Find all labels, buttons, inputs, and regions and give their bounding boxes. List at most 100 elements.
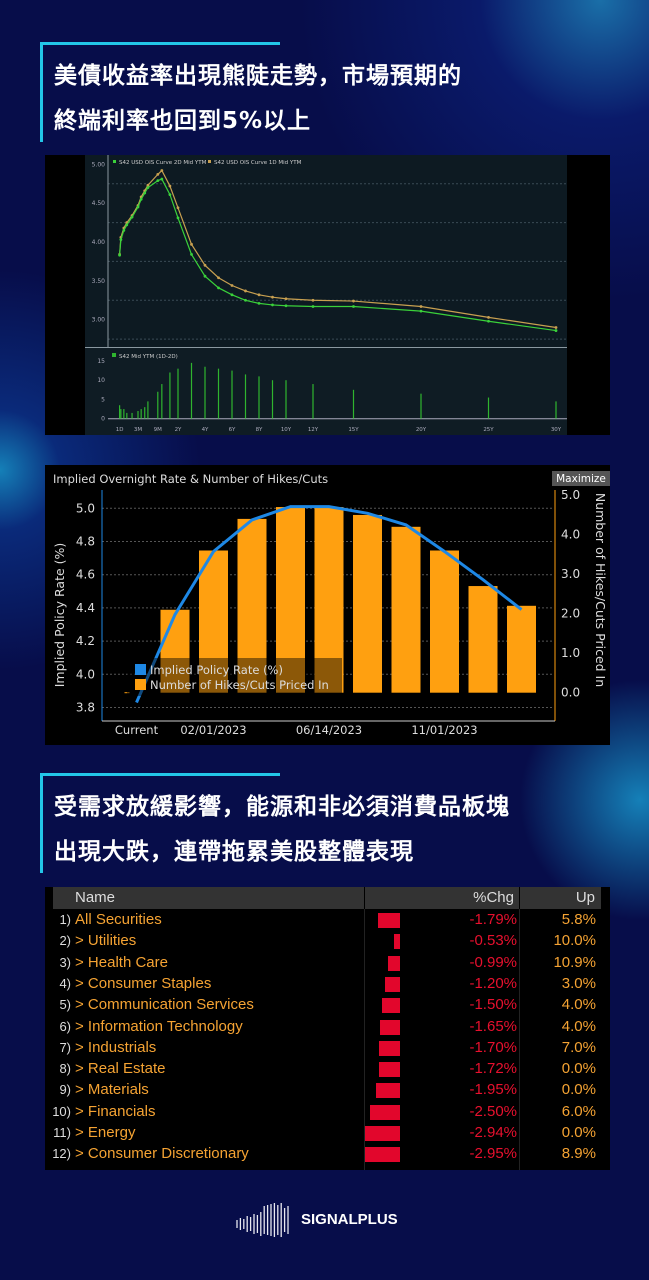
data-point (284, 297, 288, 301)
rate-line (135, 505, 523, 704)
accent-bar (40, 42, 43, 142)
data-point (257, 293, 261, 297)
pct-change: -1.50% (469, 996, 517, 1014)
column-header-name[interactable]: Name (75, 889, 116, 906)
change-bar (379, 1019, 400, 1035)
pct-up: 7.0% (561, 1038, 596, 1056)
data-point (156, 179, 160, 183)
maximize-button[interactable] (552, 471, 610, 486)
x-tick-label: 06/14/2023 (296, 723, 362, 737)
sector-name[interactable]: > Financials (75, 1102, 156, 1120)
y-tick-label: 4.00 (92, 239, 106, 246)
sector-name[interactable]: > Health Care (75, 953, 168, 971)
pct-change: -2.94% (469, 1124, 517, 1141)
subplot-background (85, 348, 567, 435)
sector-name[interactable]: > Information Technology (75, 1017, 243, 1035)
legend-box (127, 658, 342, 696)
sector-name[interactable]: > Energy (75, 1124, 136, 1141)
table-row[interactable]: 7) > Industrials -1.70% 7.0% (45, 1038, 610, 1059)
maximize-button-label: Maximize (556, 473, 606, 485)
table-row[interactable]: 5) > Communication Services -1.50% 4.0% (45, 995, 610, 1016)
pct-change: -1.72% (469, 1060, 517, 1078)
data-point (118, 253, 121, 257)
row-number: 2) (59, 933, 71, 949)
pct-up: 4.0% (561, 996, 596, 1014)
column-header-up[interactable]: Up (575, 889, 595, 906)
data-point (146, 183, 150, 187)
x-tick-label: 8Y (256, 427, 263, 433)
sector-performance-table: Name %Chg Up 1) All Securities -1.79% 5.… (45, 887, 610, 1170)
pct-change: -2.95% (469, 1145, 517, 1163)
table-row[interactable]: 2) > Utilities -0.53% 10.0% (45, 931, 610, 952)
x-tick-label: 4Y (202, 427, 209, 433)
pct-change: -1.79% (469, 911, 517, 928)
change-bar (393, 934, 400, 950)
sector-name[interactable]: > Communication Services (75, 996, 254, 1014)
y-tick-label: 5.0 (76, 501, 95, 515)
legend-swatch (208, 160, 211, 163)
legend-swatch (135, 664, 146, 675)
row-number: 9) (59, 1082, 71, 1098)
x-tick-label: 11/01/2023 (411, 723, 477, 737)
x-tick-label: 2Y (175, 427, 182, 433)
headline-text: 受需求放緩影響，能源和非必須消費品板塊 (54, 794, 510, 820)
legend-label: S42 USD OIS Curve 1D Mid YTM (214, 160, 302, 166)
data-point (143, 191, 147, 195)
y2-axis-label: Number of Hikes/Cuts Priced In (593, 493, 608, 687)
table-row[interactable]: 1) All Securities -1.79% 5.8% (45, 910, 610, 931)
data-point (311, 305, 315, 308)
data-point (125, 223, 129, 227)
data-point (203, 274, 207, 278)
data-point (284, 304, 288, 308)
x-tick-label: 02/01/2023 (180, 723, 246, 737)
data-point (487, 315, 490, 319)
y-tick-label: 4.4 (76, 601, 95, 615)
table-header: Name %Chg Up (53, 887, 601, 909)
accent-bar (40, 42, 280, 45)
x-tick-label: 15Y (348, 427, 359, 433)
row-number: 7) (59, 1039, 71, 1055)
change-bar (378, 913, 400, 928)
sector-name[interactable]: > Real Estate (75, 1060, 166, 1078)
series-line (119, 169, 557, 329)
sector-name[interactable]: > Consumer Discretionary (75, 1145, 249, 1163)
y-tick-label: 5.00 (92, 161, 106, 168)
data-point (130, 215, 134, 219)
table-row[interactable]: 8) > Real Estate -1.72% 0.0% (45, 1059, 610, 1080)
soundwave-logo-icon (236, 1203, 289, 1237)
bar (314, 507, 344, 693)
table-row[interactable]: 11) > Energy -2.94% 0.0% (45, 1123, 610, 1144)
sector-name[interactable]: > Utilities (75, 932, 137, 950)
table-row[interactable]: 9) > Materials -1.95% 0.0% (45, 1080, 610, 1101)
table-row[interactable]: 12) > Consumer Discretionary -2.95% 8.9% (45, 1144, 610, 1165)
data-point (352, 299, 355, 303)
sector-name[interactable]: All Securities (75, 911, 162, 928)
change-bar (364, 1126, 400, 1141)
data-point (217, 286, 220, 290)
table-row[interactable]: 10) > Financials -2.50% 6.0% (45, 1102, 610, 1123)
data-point (190, 253, 193, 256)
row-number: 8) (59, 1061, 71, 1077)
column-header-chg[interactable]: %Chg (473, 889, 514, 906)
headline-text: 終端利率也回到5%以上 (54, 108, 312, 134)
x-tick-label: 30Y (551, 427, 562, 433)
row-number: 6) (59, 1018, 71, 1034)
data-point (176, 216, 180, 220)
row-number: 10) (52, 1103, 71, 1119)
data-point (230, 293, 234, 297)
table-row[interactable]: 6) > Information Technology -1.65% 4.0% (45, 1017, 610, 1038)
pct-up: 5.8% (561, 911, 596, 928)
yield-curve-chart: 5.00 4.50 4.00 3.50 3.00 S42 USD OIS Curve 2D… (45, 155, 610, 435)
table-row[interactable]: 4) > Consumer Staples -1.20% 3.0% (45, 974, 610, 995)
pct-change: -0.99% (469, 953, 517, 971)
sector-name[interactable]: > Consumer Staples (75, 974, 212, 992)
sector-name[interactable]: > Materials (75, 1081, 149, 1099)
logo-text: SIGNALPLUS (301, 1210, 398, 1228)
change-bar (381, 998, 400, 1014)
sector-name[interactable]: > Industrials (75, 1038, 157, 1056)
data-point (554, 326, 558, 329)
pct-up: 10.0% (553, 932, 596, 950)
table-row[interactable]: 3) > Health Care -0.99% 10.9% (45, 953, 610, 974)
y-tick-label: 4.2 (76, 634, 95, 648)
x-tick-label: 6Y (229, 427, 236, 433)
